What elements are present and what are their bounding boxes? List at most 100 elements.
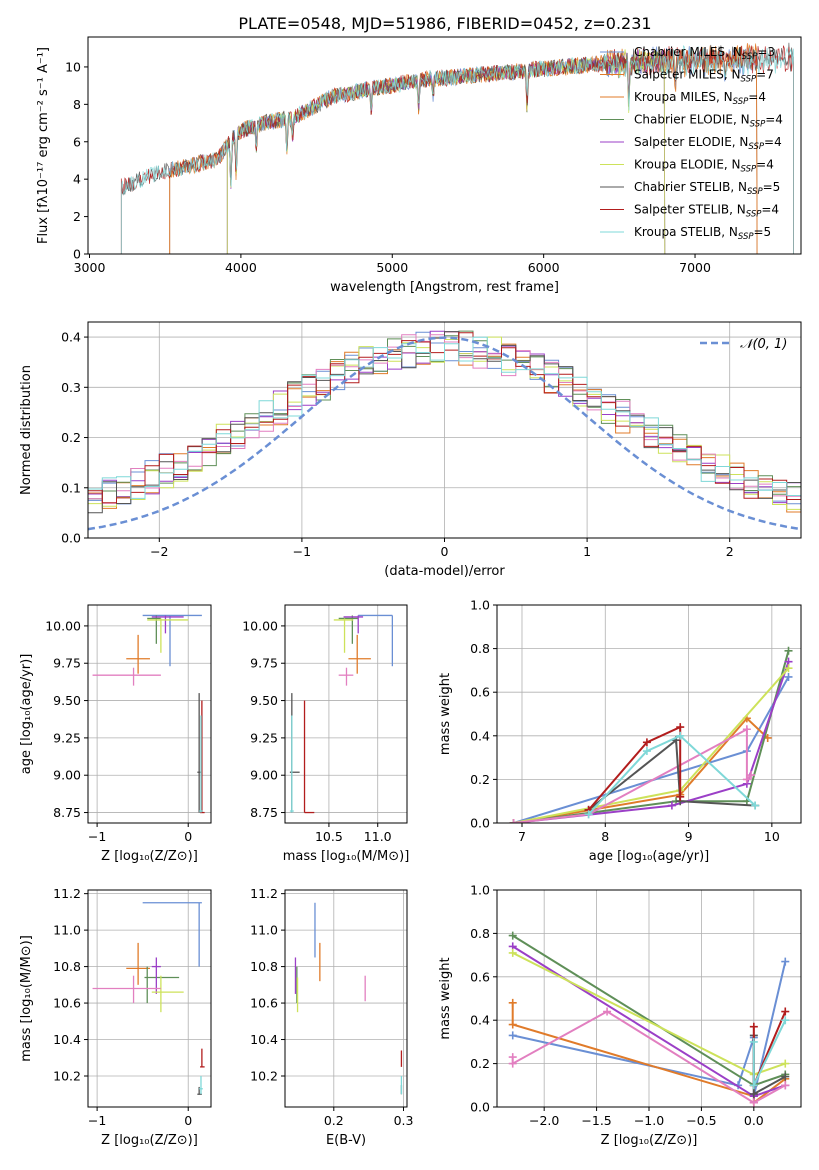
y-axis-label: age [log₁₀(age/yr)] <box>19 654 34 775</box>
y-tick-label: 1.0 <box>470 598 490 613</box>
histogram-step <box>88 336 801 499</box>
x-tick-label: 3000 <box>74 260 106 275</box>
x-tick-label: −1.5 <box>581 1113 611 1128</box>
y-tick-label: 0.4 <box>470 1013 490 1028</box>
legend-entry-label: Salpeter ELODIE, N <box>634 135 748 149</box>
legend-entry-label: Chabrier STELIB, N <box>634 180 747 194</box>
legend-entry-label: Kroupa STELIB, N <box>634 225 738 239</box>
x-tick-label: 0 <box>184 829 192 844</box>
x-axis-label: Z [log₁₀(Z/Z⊙)] <box>101 1133 198 1148</box>
data-point <box>642 738 651 747</box>
legend-entry: Salpeter ELODIE, NSSP=4 <box>634 135 782 152</box>
x-tick-label: −2 <box>150 544 168 559</box>
x-tick-label: 8 <box>601 829 609 844</box>
y-tick-label: 9.75 <box>250 656 278 671</box>
data-point <box>781 1072 790 1081</box>
legend-entry: Salpeter MILES, NSSP=7 <box>634 68 774 85</box>
x-axis-label: age [log₁₀(age/yr)] <box>589 849 710 864</box>
x-axis-label: (data-model)/error <box>384 564 505 579</box>
y-tick-label: 9.75 <box>53 656 81 671</box>
y-axis-label: mass weight <box>438 957 453 1039</box>
axes-frame <box>284 889 408 1108</box>
x-tick-label: 0 <box>441 544 449 559</box>
y-tick-label: 9.00 <box>53 768 81 783</box>
weight-line <box>587 725 682 811</box>
y-tick-label: 6 <box>73 134 81 149</box>
y-tick-label: 9.25 <box>53 730 81 745</box>
y-tick-label: 2 <box>73 209 81 224</box>
x-axis-label: E(B-V) <box>326 1133 366 1148</box>
y-tick-label: 8 <box>73 97 81 112</box>
x-tick-label: 9 <box>685 829 693 844</box>
data-point <box>584 810 593 819</box>
y-tick-label: 8.75 <box>53 805 81 820</box>
panel-weight_vs_Z: −2.0 −1.5 −1.0 −0.5 0.0 0.0 0.2 0.4 0.6 0.8 1.0 Z [… <box>438 883 802 1148</box>
plot-area <box>88 890 211 1107</box>
y-tick-label: 0 <box>73 247 81 262</box>
axes-frame <box>284 604 408 824</box>
legend: 𝒩(0, 1) <box>700 337 787 352</box>
y-tick-label: 9.25 <box>250 730 278 745</box>
y-tick-label: 8.75 <box>250 805 278 820</box>
y-tick-label: 4 <box>73 172 81 187</box>
y-tick-label: 9.50 <box>53 693 81 708</box>
y-tick-label: 0.2 <box>61 430 81 445</box>
y-axis-label: Flux [fλ10⁻¹⁷ erg cm⁻² s⁻¹ A⁻¹] <box>36 47 51 244</box>
data-point <box>508 1031 517 1040</box>
legend-entry: Salpeter STELIB, NSSP=4 <box>634 203 779 220</box>
y-tick-label: 10.6 <box>250 996 278 1011</box>
panel-weight_vs_age: 7 8 9 10 0.0 0.2 0.4 0.6 0.8 1.0 age [log₁₀(age/yr… <box>438 598 802 864</box>
weight-line <box>587 734 756 815</box>
legend-entry: 𝒩(0, 1) <box>740 337 787 352</box>
y-tick-label: 0.2 <box>470 1056 490 1071</box>
data-point <box>676 731 685 740</box>
legend-entry: Kroupa ELODIE, NSSP=4 <box>634 158 774 175</box>
y-tick-label: 0.8 <box>470 641 490 656</box>
x-tick-label: 4000 <box>225 260 257 275</box>
y-tick-label: 0.8 <box>470 926 490 941</box>
x-axis-label: Z [log₁₀(Z/Z⊙)] <box>101 849 198 864</box>
y-tick-label: 0.6 <box>470 969 490 984</box>
y-tick-label: 11.2 <box>53 886 81 901</box>
y-tick-label: 0.2 <box>470 772 490 787</box>
x-tick-label: 5000 <box>376 260 408 275</box>
x-tick-label: 2 <box>726 544 734 559</box>
data-point <box>508 1020 517 1029</box>
data-point <box>781 1059 790 1068</box>
y-axis-label: Normed distribution <box>19 365 34 495</box>
data-point <box>509 819 518 823</box>
data-point <box>676 723 685 732</box>
data-point <box>749 1089 758 1098</box>
data-point <box>508 998 517 1007</box>
plot-area <box>497 605 801 823</box>
axes-frame <box>87 889 212 1108</box>
data-point <box>508 1059 517 1068</box>
x-tick-label: 0.3 <box>394 1113 414 1128</box>
data-point <box>603 1007 612 1016</box>
x-axis-label: Z [log₁₀(Z/Z⊙)] <box>601 1133 698 1148</box>
legend-entry-label: Chabrier ELODIE, N <box>634 113 750 127</box>
y-tick-label: 0.3 <box>61 380 81 395</box>
weight-line <box>513 661 790 823</box>
legend-entry-label: Salpeter STELIB, N <box>634 203 746 217</box>
data-point <box>742 775 751 784</box>
x-axis-label: mass [log₁₀(M/M⊙)] <box>283 849 410 864</box>
gaussian-curve <box>88 336 801 531</box>
weight-line <box>587 738 756 811</box>
plot-area <box>285 890 407 1107</box>
panel-age_vs_mass: 10.5 11.0 8.75 9.00 9.25 9.50 9.75 10.00 mass [l… <box>242 604 410 864</box>
y-tick-label: 10.2 <box>53 1069 81 1084</box>
plot-area <box>88 605 211 823</box>
data-point <box>781 1016 790 1025</box>
x-tick-label: 10.5 <box>315 829 343 844</box>
x-tick-label: 10 <box>764 829 780 844</box>
y-tick-label: 10.8 <box>250 959 278 974</box>
x-axis-label: wavelength [Angstrom, rest frame] <box>330 280 559 295</box>
y-tick-label: 0.6 <box>470 685 490 700</box>
legend-entry: Chabrier STELIB, NSSP=5 <box>634 180 780 197</box>
data-point <box>781 957 790 966</box>
y-tick-label: 0.4 <box>61 330 81 345</box>
legend-entry: Chabrier MILES, NSSP=3 <box>634 45 775 62</box>
y-axis-label: mass weight <box>438 673 453 755</box>
